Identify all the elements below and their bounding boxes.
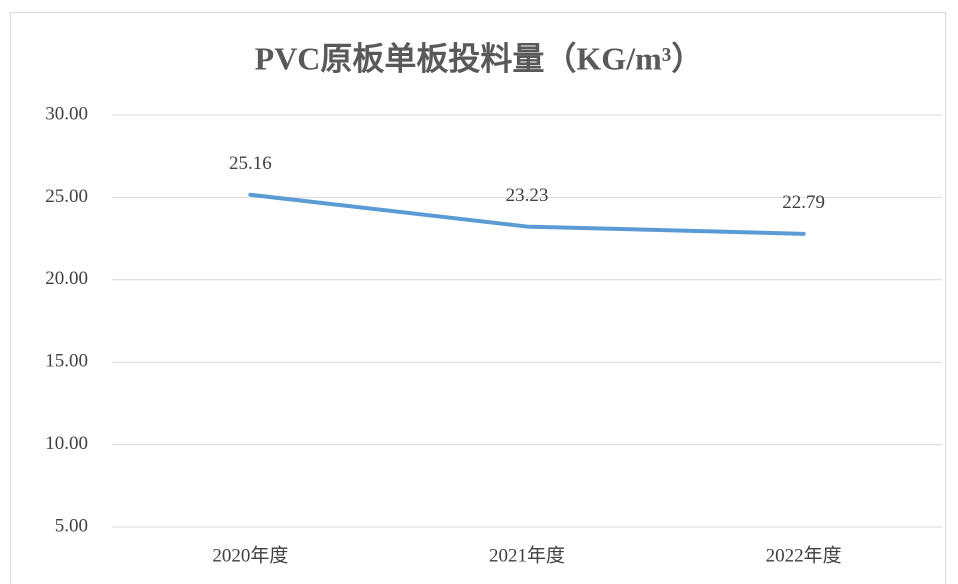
y-tick-label: 20.00 bbox=[45, 268, 88, 289]
chart-title: PVC原板单板投料量（KG/m³） bbox=[255, 40, 704, 76]
y-tick-label: 5.00 bbox=[55, 515, 88, 536]
data-label: 22.79 bbox=[782, 192, 825, 213]
data-label: 25.16 bbox=[229, 153, 272, 174]
y-tick-label: 10.00 bbox=[45, 433, 88, 454]
y-tick-label: 15.00 bbox=[45, 351, 88, 372]
x-tick-label: 2021年度 bbox=[489, 544, 565, 566]
data-line bbox=[248, 192, 806, 236]
y-tick-label: 25.00 bbox=[45, 186, 88, 207]
x-tick-label: 2022年度 bbox=[766, 544, 842, 566]
y-tick-label: 30.00 bbox=[45, 103, 88, 124]
chart-frame bbox=[10, 12, 946, 584]
x-tick-label: 2020年度 bbox=[212, 544, 288, 566]
data-label: 23.23 bbox=[506, 185, 549, 206]
